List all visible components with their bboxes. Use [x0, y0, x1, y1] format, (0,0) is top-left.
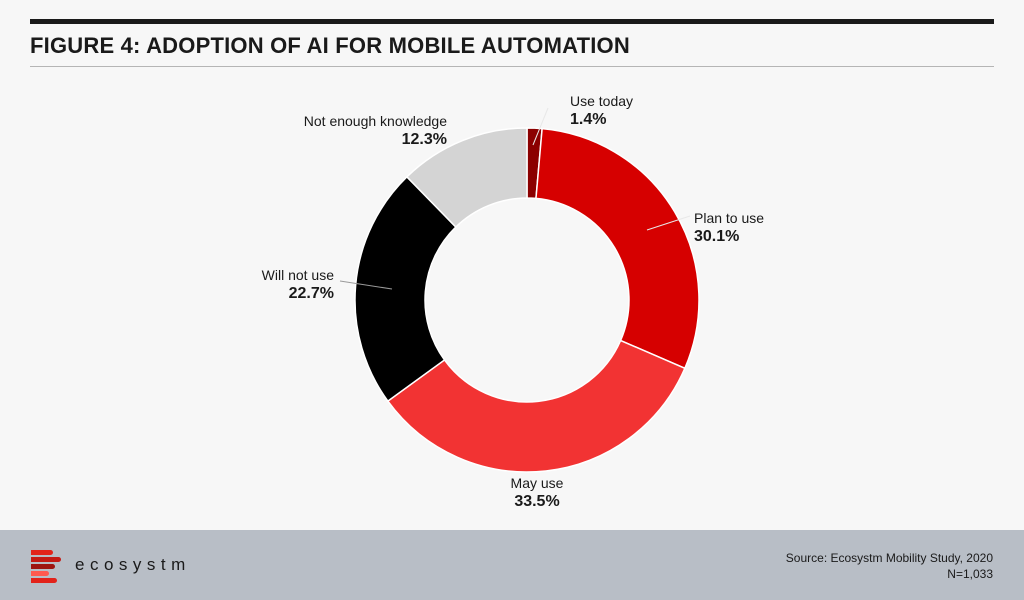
slice-plan-to-use [535, 127, 700, 370]
leader-line [339, 280, 393, 290]
footer: ecosystm Source: Ecosystm Mobility Study… [0, 530, 1024, 600]
source-text: Source: Ecosystm Mobility Study, 2020 [785, 551, 993, 565]
slice-label: Not enough knowledge [304, 113, 447, 129]
top-rule [30, 19, 994, 24]
donut-chart: Use today 1.4% Plan to use 30.1% May use 33.5… [262, 93, 765, 510]
leader-line [646, 215, 691, 231]
slice-label: Plan to use [694, 210, 764, 226]
slice-value-label: 12.3% [402, 131, 447, 148]
leader-line [532, 107, 549, 146]
ecosystm-logo-icon [31, 550, 63, 583]
slice-label: Will not use [262, 267, 335, 283]
chart-title: FIGURE 4: ADOPTION OF AI FOR MOBILE AUTO… [30, 33, 630, 58]
slice-label: May use [511, 475, 564, 491]
sample-size: N=1,033 [947, 567, 993, 581]
title-rule [30, 66, 994, 67]
slice-value-label: 33.5% [514, 493, 559, 510]
slice-value-label: 22.7% [289, 285, 334, 302]
slice-label: Use today [570, 93, 633, 109]
slice-not-enough-knowledge [405, 127, 528, 229]
source-note: Source: Ecosystm Mobility Study, 2020 N=… [786, 550, 993, 582]
slice-value-label: 1.4% [570, 111, 606, 128]
brand-name: ecosystm [75, 555, 191, 574]
slice-may-use [386, 339, 686, 473]
slice-value-label: 30.1% [694, 228, 739, 245]
slice-will-not-use [354, 175, 457, 403]
